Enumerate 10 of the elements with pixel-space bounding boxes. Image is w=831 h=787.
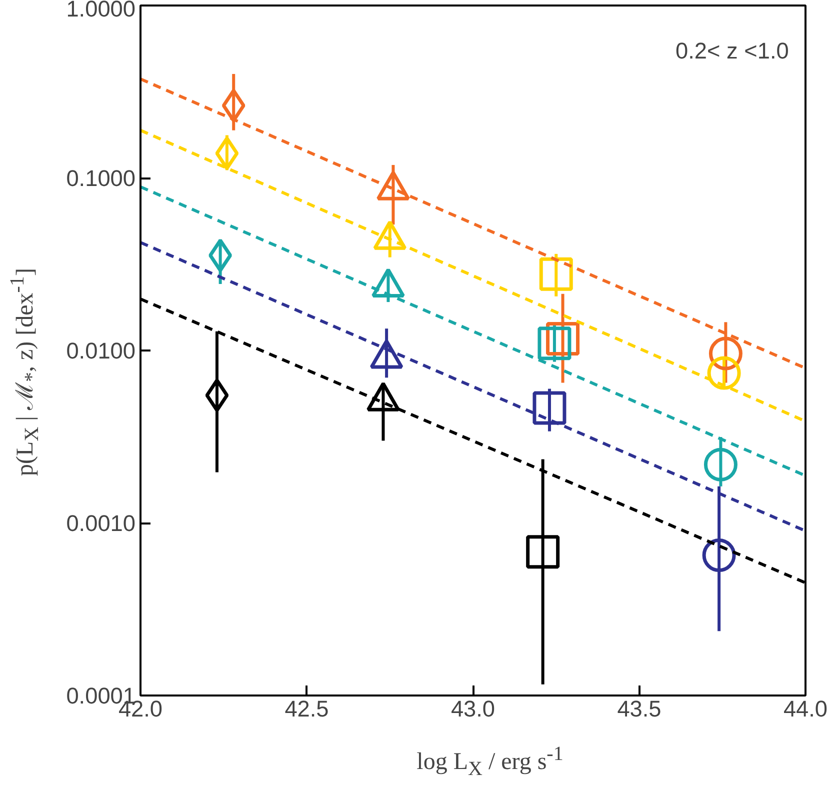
x-axis-title: log L$_{X}$ / erg s$^{-1}$	[416, 742, 564, 782]
y-tick-label: 0.0100	[66, 338, 136, 364]
x-tick-label: 43.5	[617, 696, 662, 722]
annotation: 0.2< z <1.0	[676, 37, 789, 64]
x-tick-label: 42.5	[284, 696, 329, 722]
y-tick-label: 1.0000	[66, 0, 136, 22]
y-tick-label: 0.0010	[66, 510, 136, 536]
x-tick-label: 44.0	[783, 696, 828, 722]
x-tick-label: 43.0	[450, 696, 496, 722]
y-tick-label: 0.1000	[66, 165, 136, 191]
